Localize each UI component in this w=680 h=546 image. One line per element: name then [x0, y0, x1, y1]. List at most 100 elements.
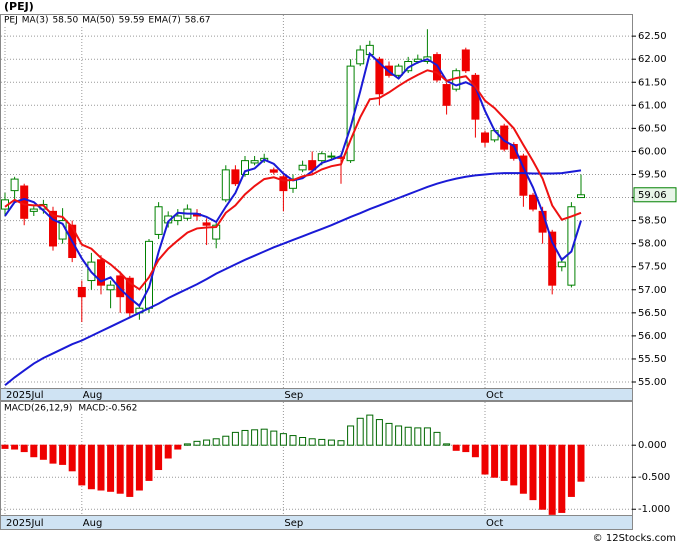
candle-body	[116, 275, 125, 298]
y-tick-label: -1.000	[638, 504, 670, 515]
candle-body	[212, 224, 221, 240]
grid	[1, 15, 636, 515]
indicator-line	[4, 169, 582, 387]
chart-title: (PEJ)	[4, 0, 34, 13]
macd-bar	[558, 444, 566, 513]
macd-bar	[1, 444, 9, 449]
macd-bar	[433, 431, 441, 446]
y-tick-label: 55.50	[638, 354, 667, 365]
macd-bar	[212, 438, 220, 446]
macd-bar	[97, 444, 105, 491]
candle-body	[231, 169, 240, 185]
legend-name: EMA(7)	[148, 16, 180, 26]
macd-bar	[529, 444, 537, 501]
x-tick-label: Aug	[83, 390, 103, 401]
legend-bg	[1, 402, 161, 413]
candle-body	[308, 160, 317, 171]
macd-title: MACD(26,12,9)	[4, 404, 72, 414]
y-tick-label: 56.00	[638, 331, 667, 342]
legend-value: 59.59	[119, 16, 145, 26]
candle-body	[77, 286, 86, 298]
candle-body	[548, 231, 557, 286]
macd-bar	[347, 425, 355, 446]
macd-bar	[471, 444, 479, 458]
x-tick-label: 2025Jul	[6, 518, 44, 529]
macd-bar	[327, 439, 335, 446]
labels: 55.00 55.50 56.00 56.50 57.00 57.50 58.00 58.50…	[1, 15, 677, 529]
legend-name: MA(3)	[22, 16, 49, 26]
macd-bar	[155, 444, 163, 471]
y-tick-label: 0.000	[638, 440, 667, 451]
macd-bar	[135, 444, 143, 491]
candle-body	[567, 206, 576, 286]
macd-bar	[491, 444, 499, 478]
candle-body	[461, 49, 470, 72]
macd-bar	[462, 444, 470, 453]
candle-body	[529, 194, 537, 210]
candle-body	[10, 178, 19, 192]
x-tick-label: Sep	[284, 390, 303, 401]
macd-bar	[260, 428, 268, 446]
x-tick-label: 2025Jul	[6, 390, 44, 401]
candle-body	[154, 206, 163, 235]
candle-body	[221, 169, 230, 201]
legend-value: 58.50	[52, 16, 78, 26]
macd-bar	[289, 435, 297, 446]
y-tick-label: 62.00	[638, 54, 667, 65]
macd-panel	[0, 401, 633, 516]
indicator-line	[4, 69, 582, 291]
macd-bar	[78, 444, 86, 486]
y-tick-label: 55.00	[638, 377, 667, 388]
macd-bar	[375, 419, 383, 446]
macd-bar	[126, 444, 134, 497]
candle-body	[298, 164, 307, 171]
candle-body	[269, 169, 278, 173]
legend-bg	[1, 15, 261, 26]
last-price-box	[633, 187, 677, 203]
macd-bar	[404, 426, 412, 446]
y-tick-label: -0.500	[638, 472, 670, 483]
macd-bar	[30, 444, 38, 458]
legend-ticker: PEJ	[4, 16, 18, 26]
macd-bar	[87, 444, 95, 490]
macd-bar	[145, 444, 153, 481]
macd-bar	[567, 444, 575, 497]
macd-legend: MACD:-0.562	[78, 404, 137, 414]
candle-body	[471, 74, 480, 120]
macd-bar	[337, 440, 345, 446]
macd-bar	[500, 444, 508, 481]
candle-body	[375, 58, 384, 95]
candle-body	[317, 153, 326, 162]
y-tick-label: 58.50	[638, 216, 667, 227]
date-band	[0, 388, 633, 401]
macd-bar	[203, 439, 211, 446]
y-tick-label: 57.00	[638, 285, 667, 296]
last-price: 59.06	[638, 190, 667, 201]
y-tick-label: 58.00	[638, 239, 667, 250]
macd-bar	[510, 444, 518, 486]
candle-body	[202, 222, 211, 226]
macd-bar	[299, 437, 307, 446]
macd-bar	[279, 433, 287, 446]
y-tick-label: 60.00	[638, 146, 667, 157]
legend-value: 58.67	[185, 16, 211, 26]
macd-bar	[395, 425, 403, 446]
y-tick-label: 59.50	[638, 169, 667, 180]
y-tick-label: 57.50	[638, 262, 667, 273]
candle-body	[250, 160, 259, 164]
candle-body	[433, 54, 441, 81]
macd-bar	[11, 444, 19, 450]
candle-body	[327, 155, 336, 158]
footer: © 12Stocks.com	[593, 533, 676, 544]
x-tick-label: Oct	[486, 518, 503, 529]
macd-bar	[241, 429, 249, 446]
macd-bar	[39, 444, 47, 460]
macd-bar	[174, 444, 182, 450]
candle-body	[29, 208, 38, 212]
candle-body	[279, 176, 288, 192]
macd-bar	[548, 444, 556, 515]
macd-bar	[519, 444, 527, 494]
candle-body	[442, 84, 451, 106]
macd-bar	[107, 444, 115, 492]
